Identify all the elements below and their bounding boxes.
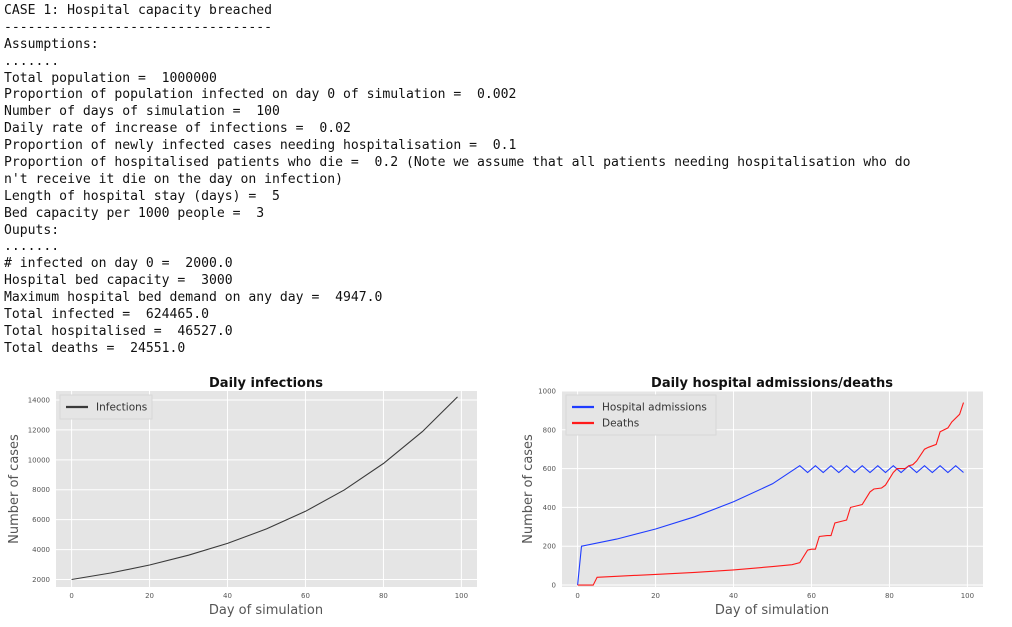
console-line: Total population = 1000000 bbox=[4, 70, 217, 86]
y-tick-label: 2000 bbox=[32, 576, 50, 584]
series-line-0 bbox=[577, 464, 964, 586]
console-line: ....... bbox=[4, 53, 60, 69]
y-tick-label: 800 bbox=[543, 426, 556, 434]
console-line: Ouputs: bbox=[4, 222, 60, 238]
charts-area: 0 20 40 60 80 100 2000 4000 6000 8000 10000 12000 14… bbox=[0, 368, 1012, 627]
y-tick-label: 200 bbox=[543, 543, 556, 551]
x-tick-label: 100 bbox=[455, 592, 468, 600]
legend-label: Infections bbox=[96, 402, 147, 414]
y-tick-label: 10000 bbox=[28, 456, 50, 464]
console-line: Proportion of population infected on day… bbox=[4, 87, 517, 103]
console-line: Proportion of hospitalised patients who … bbox=[4, 155, 911, 171]
console-line: Proportion of newly infected cases needi… bbox=[4, 138, 517, 154]
legend-box bbox=[565, 394, 717, 436]
console-line: n't receive it die on the day on infecti… bbox=[4, 171, 343, 187]
console-line: Total infected = 624465.0 bbox=[4, 307, 209, 323]
console-line: ....... bbox=[4, 239, 60, 255]
x-tick-label: 0 bbox=[575, 592, 579, 600]
x-tick-label: 60 bbox=[807, 592, 816, 600]
console-line: Length of hospital stay (days) = 5 bbox=[4, 188, 280, 204]
x-tick-label: 80 bbox=[885, 592, 894, 600]
y-axis-label: Number of cases bbox=[521, 434, 536, 544]
series-line-1 bbox=[577, 402, 965, 586]
y-tick-label: 600 bbox=[543, 465, 556, 473]
y-axis-label: Number of cases bbox=[7, 434, 22, 544]
console-line: Hospital bed capacity = 3000 bbox=[4, 273, 233, 289]
x-axis-label: Day of simulation bbox=[715, 603, 829, 618]
plot-background bbox=[56, 391, 477, 587]
console-line: Number of days of simulation = 100 bbox=[4, 104, 280, 120]
x-tick-label: 60 bbox=[301, 592, 310, 600]
x-tick-label: 20 bbox=[145, 592, 154, 600]
y-tick-label: 12000 bbox=[28, 426, 50, 434]
console-line: ---------------------------------- bbox=[4, 19, 273, 35]
y-tick-label: 0 bbox=[552, 582, 556, 590]
x-tick-label: 0 bbox=[69, 592, 73, 600]
console-line: Total deaths = 24551.0 bbox=[4, 340, 186, 356]
y-tick-label: 14000 bbox=[28, 396, 50, 404]
y-tick-label: 4000 bbox=[32, 546, 50, 554]
x-tick-label: 20 bbox=[651, 592, 660, 600]
daily-infections-chart: 0 20 40 60 80 100 2000 4000 6000 8000 10000 12000 14… bbox=[7, 376, 477, 618]
x-tick-label: 100 bbox=[961, 592, 974, 600]
x-tick-label: 40 bbox=[223, 592, 232, 600]
y-tick-label: 8000 bbox=[32, 486, 50, 494]
console-line: Bed capacity per 1000 people = 3 bbox=[4, 205, 265, 221]
x-tick-label: 40 bbox=[729, 592, 738, 600]
legend-label: Deaths bbox=[602, 418, 639, 430]
console-line: Daily rate of increase of infections = 0… bbox=[4, 121, 351, 137]
console-output: CASE 1: Hospital capacity breached ------… bbox=[4, 3, 911, 358]
y-tick-label: 1000 bbox=[538, 388, 556, 396]
series-line-0 bbox=[71, 396, 458, 581]
y-tick-label: 6000 bbox=[32, 516, 50, 524]
chart-title: Daily infections bbox=[209, 376, 323, 391]
y-tick-label: 400 bbox=[543, 504, 556, 512]
chart-title: Daily hospital admissions/deaths bbox=[651, 376, 893, 391]
legend-label: Hospital admissions bbox=[602, 402, 707, 414]
console-line: # infected on day 0 = 2000.0 bbox=[4, 256, 233, 272]
console-line: Total hospitalised = 46527.0 bbox=[4, 323, 233, 339]
x-axis-label: Day of simulation bbox=[209, 603, 323, 618]
console-line: Assumptions: bbox=[4, 36, 99, 52]
console-line: CASE 1: Hospital capacity breached bbox=[4, 3, 273, 18]
x-tick-label: 80 bbox=[379, 592, 388, 600]
console-line: Maximum hospital bed demand on any day =… bbox=[4, 290, 383, 306]
